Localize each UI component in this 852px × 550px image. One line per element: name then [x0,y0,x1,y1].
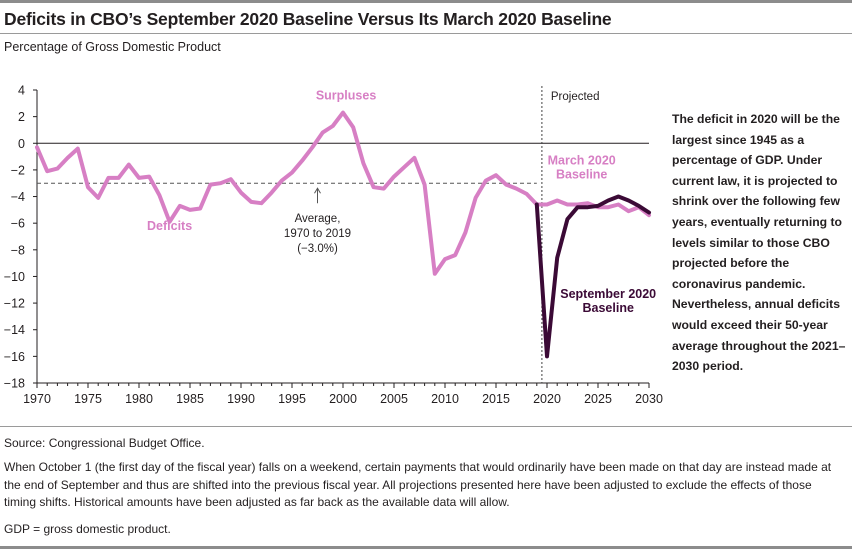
x-tick-label: 1975 [74,392,102,406]
september-baseline-label: September 2020 [560,287,656,301]
y-tick-label: −6 [11,217,25,231]
x-tick-label: 1980 [125,392,153,406]
bottom-rule [0,546,852,549]
projected-label: Projected [551,91,600,103]
y-tick-label: −14 [4,323,25,337]
y-tick-label: 2 [18,110,25,124]
y-tick-label: −4 [11,190,25,204]
chart-title: Deficits in CBO’s September 2020 Baselin… [4,9,612,29]
x-tick-label: 1995 [278,392,306,406]
x-tick-label: 2005 [380,392,408,406]
x-tick-label: 2025 [584,392,612,406]
y-tick-label: 4 [18,84,25,98]
y-tick-label: −10 [4,270,25,284]
y-tick-label: −18 [4,377,25,391]
source-note: Source: Congressional Budget Office. [4,436,205,450]
y-tick-label: −2 [11,163,25,177]
top-rule [0,0,852,3]
september-baseline-label: Baseline [582,301,633,315]
side-note: The deficit in 2020 will be the largest … [672,112,846,374]
x-tick-label: 2000 [329,392,357,406]
chart-subtitle: Percentage of Gross Domestic Product [4,40,221,54]
x-tick-label: 2010 [431,392,459,406]
average-pointer-arrow [314,187,321,194]
average-label: Average, [295,213,341,225]
y-tick-label: −16 [4,350,25,364]
y-tick-label: −8 [11,243,25,257]
footer-divider [0,426,852,427]
march-baseline-label: March 2020 [548,154,616,168]
y-tick-label: −12 [4,297,25,311]
deficits-label: Deficits [147,219,192,233]
title-divider [0,33,852,34]
average-label: (−3.0%) [297,243,338,255]
x-tick-label: 2015 [482,392,510,406]
march-baseline-line [35,110,651,276]
september-baseline-line [534,194,651,359]
x-tick-label: 2020 [533,392,561,406]
x-tick-label: 1985 [176,392,204,406]
average-label: 1970 to 2019 [284,228,351,240]
timing-note: When October 1 (the first day of the fis… [4,460,832,509]
y-tick-label: 0 [18,137,25,151]
march-baseline-label: Baseline [556,168,607,182]
surpluses-label: Surpluses [316,88,376,102]
x-tick-label: 1990 [227,392,255,406]
x-tick-label: 2030 [635,392,663,406]
gdp-note: GDP = gross domestic product. [4,522,171,536]
x-tick-label: 1970 [23,392,51,406]
